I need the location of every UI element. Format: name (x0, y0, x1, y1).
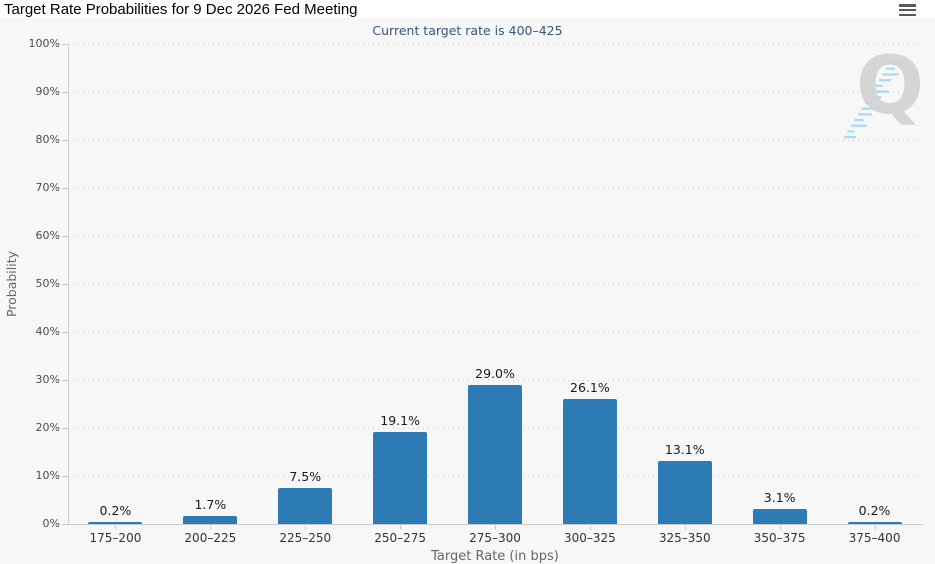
x-axis-title: Target Rate (in bps) (431, 549, 559, 564)
x-tick (684, 525, 686, 530)
bar-175–200[interactable] (88, 522, 143, 524)
quikstrike-dashes-icon (844, 61, 903, 139)
x-category-label: 250–275 (374, 531, 427, 545)
bar-value-label: 7.5% (289, 469, 322, 484)
x-category-label: 300–325 (563, 531, 616, 545)
y-tick-label: 100% (28, 37, 60, 50)
bar-value-label: 29.0% (475, 365, 515, 381)
y-tick (62, 284, 68, 285)
x-category-label: 200–225 (184, 531, 237, 545)
chart-subtitle: Current target rate is 400–425 (372, 23, 563, 38)
x-tick (115, 525, 117, 530)
gridline-30% (68, 380, 922, 381)
x-tick (779, 525, 781, 530)
page-title: Target Rate Probabilities for 9 Dec 2026… (4, 1, 358, 18)
x-category-label: 275–300 (469, 531, 521, 545)
y-tick (62, 428, 68, 429)
bar-350–375[interactable] (752, 509, 807, 524)
x-tick (400, 525, 402, 530)
y-tick (62, 188, 68, 189)
x-tick (874, 525, 876, 530)
gridline-80% (68, 140, 922, 141)
bar-200–225[interactable] (183, 515, 238, 524)
bar-value-label: 0.2% (858, 503, 891, 518)
x-category-label: 350–375 (753, 531, 806, 545)
gridline-70% (68, 188, 922, 189)
quikstrike-q-logo: Q (856, 39, 925, 132)
bar-300–325[interactable] (562, 398, 617, 524)
y-tick (62, 332, 68, 333)
bar-value-label: 13.1% (664, 442, 705, 458)
y-tick (62, 92, 68, 93)
x-axis-line (68, 524, 923, 525)
chart-menu-button[interactable] (899, 4, 916, 17)
hamburger-icon (899, 4, 916, 7)
bar-value-label: 0.2% (99, 503, 132, 518)
y-tick (62, 524, 68, 525)
gridline-90% (68, 92, 922, 93)
y-tick (62, 140, 68, 141)
x-tick (305, 525, 307, 530)
y-tick (62, 44, 68, 45)
bar-250–275[interactable] (373, 432, 428, 524)
gridline-40% (68, 332, 922, 333)
bar-325–350[interactable] (657, 461, 712, 524)
bar-value-label: 19.1% (380, 413, 420, 429)
x-tick (495, 525, 496, 530)
x-category-label: 225–250 (279, 531, 332, 545)
x-tick (589, 525, 591, 530)
bar-value-label: 3.1% (763, 490, 796, 506)
bar-375–400[interactable] (847, 522, 902, 524)
y-tick-label: 90% (35, 85, 60, 98)
x-tick (210, 525, 212, 530)
x-category-label: 325–350 (658, 531, 711, 545)
gridline-100% (68, 44, 922, 45)
bar-225–250[interactable] (278, 488, 333, 524)
y-tick-label: 80% (35, 133, 60, 146)
y-tick-label: 40% (35, 325, 60, 338)
y-tick-label: 20% (35, 421, 60, 434)
gridline-50% (68, 284, 922, 285)
gridline-60% (68, 236, 922, 237)
y-tick-label: 10% (35, 469, 60, 482)
y-tick-label: 50% (35, 277, 60, 290)
hamburger-icon (899, 8, 916, 12)
x-category-label: 375–400 (848, 531, 901, 545)
y-tick-label: 70% (35, 181, 60, 194)
y-tick (62, 380, 68, 381)
bar-275–300[interactable] (468, 384, 522, 524)
bar-value-label: 26.1% (570, 379, 610, 395)
header-strip (0, 0, 935, 17)
hamburger-icon (899, 13, 916, 17)
y-tick-label: 0% (42, 517, 60, 530)
x-category-label: 175–200 (89, 531, 142, 545)
y-tick-label: 60% (35, 229, 60, 242)
bar-value-label: 1.7% (194, 496, 227, 512)
y-tick-label: 30% (35, 373, 60, 386)
y-tick (62, 236, 68, 237)
y-tick (62, 476, 68, 477)
